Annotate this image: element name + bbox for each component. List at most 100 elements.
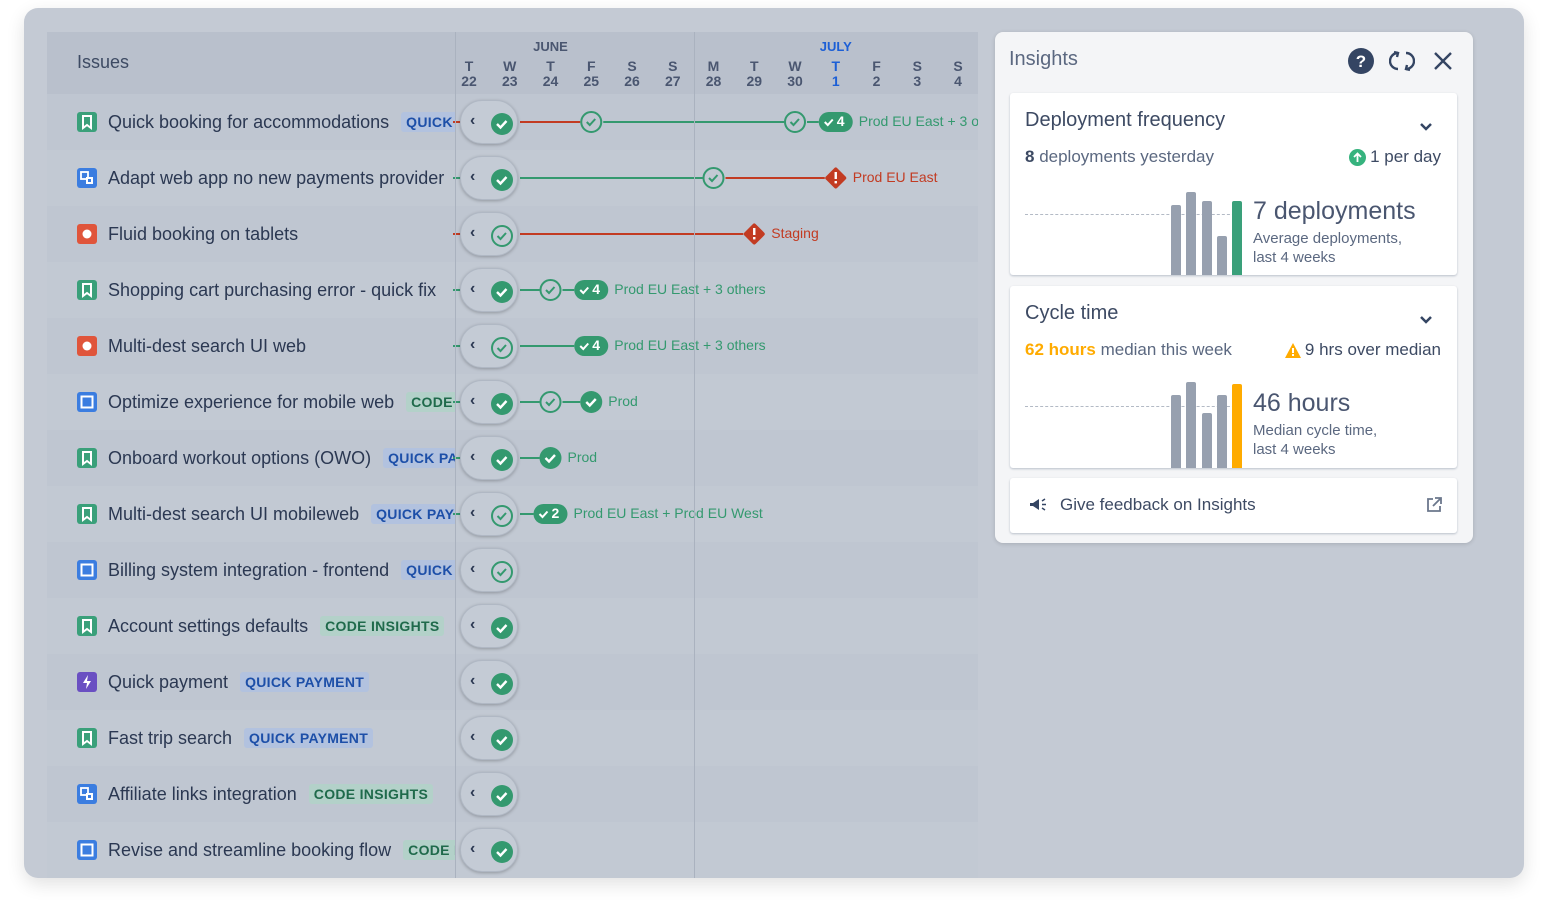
expand-history-button[interactable]: ‹ [460, 604, 518, 648]
issue-row[interactable]: Multi-dest search UI mobileweb QUICK PAYM… [47, 486, 978, 542]
help-icon[interactable]: ? [1348, 48, 1374, 74]
expand-history-button[interactable]: ‹ [460, 716, 518, 760]
refresh-icon[interactable] [1388, 48, 1416, 74]
chevron-down-icon[interactable] [1419, 312, 1433, 330]
issue-title[interactable]: Fast trip search [108, 727, 233, 748]
story-icon [77, 280, 97, 300]
error-diamond-icon[interactable] [743, 223, 766, 246]
issue-title[interactable]: Shopping cart purchasing error - quick f… [108, 279, 437, 300]
expand-history-button[interactable]: ‹ [460, 100, 518, 144]
issue-title[interactable]: Optimize experience for mobile web [108, 391, 395, 412]
expand-history-button[interactable]: ‹ [460, 380, 518, 424]
issue-cell[interactable]: Fast trip search QUICK PAYMENT [77, 710, 455, 766]
expand-history-button[interactable]: ‹ [460, 156, 518, 200]
issue-row[interactable]: Fast trip search QUICK PAYMENT ‹ [47, 710, 978, 766]
outline-check-icon[interactable] [784, 111, 806, 133]
environment-label[interactable]: Prod EU East + Prod EU West [573, 505, 763, 521]
day-date: 4 [954, 73, 962, 89]
environment-label[interactable]: Staging [771, 225, 819, 241]
filled-check-icon[interactable] [539, 447, 562, 469]
issue-cell[interactable]: Shopping cart purchasing error - quick f… [77, 262, 455, 318]
issue-tag: CODE INSIGHTS [320, 616, 445, 636]
outline-check-icon [491, 337, 513, 359]
outline-check-icon[interactable] [702, 167, 725, 189]
chevron-down-icon[interactable] [1419, 119, 1433, 137]
issue-row[interactable]: Adapt web app no new payments provider ‹ P… [47, 150, 978, 206]
error-diamond-icon[interactable] [824, 167, 847, 190]
issue-title[interactable]: Onboard workout options (OWO) [108, 447, 372, 468]
badge-count: 4 [836, 113, 845, 129]
issue-row[interactable]: Quick booking for accommodations QUICK PA… [47, 94, 978, 150]
issue-title[interactable]: Fluid booking on tablets [108, 223, 299, 244]
issue-title[interactable]: Quick payment [108, 671, 229, 692]
issue-title[interactable]: Revise and streamline booking flow [108, 839, 392, 860]
issue-title[interactable]: Affiliate links integration [108, 783, 297, 804]
day-column-header: T 22 [454, 59, 484, 89]
environment-label[interactable]: Prod EU East + 3 others [614, 337, 766, 353]
outline-check-icon[interactable] [539, 279, 562, 301]
chevron-left-icon: ‹ [470, 840, 476, 857]
environment-label[interactable]: Prod [608, 393, 638, 409]
issue-row[interactable]: Billing system integration - frontend QUI… [47, 542, 978, 598]
issue-cell[interactable]: Affiliate links integration CODE INSIGHTS [77, 766, 455, 822]
deployment-count-badge[interactable] [818, 112, 853, 132]
issue-title[interactable]: Billing system integration - frontend [108, 559, 390, 580]
environment-label[interactable]: Prod [567, 449, 598, 465]
issue-title[interactable]: Multi-dest search UI web [108, 335, 307, 356]
expand-history-button[interactable]: ‹ [460, 660, 518, 704]
environment-label[interactable]: Prod EU East + 3 others [858, 113, 978, 129]
issue-cell[interactable]: Revise and streamline booking flow CODE I… [77, 822, 455, 878]
issue-row[interactable]: Revise and streamline booking flow CODE I… [47, 822, 978, 878]
issue-cell[interactable]: Billing system integration - frontend QUI… [77, 542, 455, 598]
expand-history-button[interactable]: ‹ [460, 828, 518, 872]
filled-check-icon [491, 785, 513, 807]
insights-title: Insights [1009, 48, 1078, 70]
story-icon [77, 504, 97, 524]
deployment-count-badge[interactable] [533, 504, 568, 524]
deployment-count-badge[interactable] [574, 336, 609, 356]
close-icon[interactable] [1430, 48, 1456, 74]
expand-history-button[interactable]: ‹ [460, 268, 518, 312]
environment-label[interactable]: Prod EU East + 3 others [614, 281, 766, 297]
issue-cell[interactable]: Quick booking for accommodations QUICK PA… [77, 94, 455, 150]
issue-row[interactable]: Quick payment QUICK PAYMENT ‹ [47, 654, 978, 710]
subtask-icon [77, 168, 97, 188]
issue-row[interactable]: Multi-dest search UI web 4 ‹ Prod EU East +… [47, 318, 978, 374]
outline-check-icon[interactable] [580, 111, 603, 133]
issue-cell[interactable]: Adapt web app no new payments provider [77, 150, 455, 206]
issue-cell[interactable]: Quick payment QUICK PAYMENT [77, 654, 455, 710]
issue-cell[interactable]: Fluid booking on tablets [77, 206, 455, 262]
issue-row[interactable]: Fluid booking on tablets ‹ Staging [47, 206, 978, 262]
issue-title[interactable]: Quick booking for accommodations [108, 111, 390, 132]
story-icon [77, 728, 97, 748]
environment-label[interactable]: Prod EU East [852, 169, 938, 185]
badge-count: 2 [551, 505, 560, 521]
issue-cell[interactable]: Onboard workout options (OWO) QUICK PAYME… [77, 430, 455, 486]
outline-check-icon[interactable] [539, 391, 562, 413]
expand-history-button[interactable]: ‹ [460, 212, 518, 256]
issue-row[interactable]: Affiliate links integration CODE INSIGHTS… [47, 766, 978, 822]
give-feedback-link[interactable]: Give feedback on Insights [1010, 478, 1457, 533]
expand-history-button[interactable]: ‹ [460, 324, 518, 368]
insights-panel: Insights ? Deployment frequency 8 deploy… [995, 32, 1473, 543]
issue-title[interactable]: Adapt web app no new payments provider [108, 167, 445, 188]
deployment-track [453, 111, 853, 133]
issue-row[interactable]: Onboard workout options (OWO) QUICK PAYME… [47, 430, 978, 486]
issue-cell[interactable]: Multi-dest search UI mobileweb QUICK PAYM… [77, 486, 455, 542]
expand-history-button[interactable]: ‹ [460, 492, 518, 536]
expand-history-button[interactable]: ‹ [460, 548, 518, 592]
issue-cell[interactable]: Optimize experience for mobile web CODE I… [77, 374, 455, 430]
issue-title[interactable]: Multi-dest search UI mobileweb [108, 503, 360, 524]
expand-history-button[interactable]: ‹ [460, 436, 518, 480]
card-title: Cycle time [1025, 302, 1119, 324]
issue-cell[interactable]: Multi-dest search UI web [77, 318, 455, 374]
filled-check-icon[interactable] [580, 391, 603, 413]
expand-history-button[interactable]: ‹ [460, 772, 518, 816]
issue-row[interactable]: Account settings defaults CODE INSIGHTS ‹ [47, 598, 978, 654]
issue-row[interactable]: Optimize experience for mobile web CODE I… [47, 374, 978, 430]
issue-title[interactable]: Account settings defaults [108, 615, 309, 636]
issue-row[interactable]: Shopping cart purchasing error - quick f… [47, 262, 978, 318]
deployment-count-badge[interactable] [574, 280, 609, 300]
issue-tag: CODE INSIGHTS [403, 840, 455, 860]
issue-cell[interactable]: Account settings defaults CODE INSIGHTS [77, 598, 455, 654]
